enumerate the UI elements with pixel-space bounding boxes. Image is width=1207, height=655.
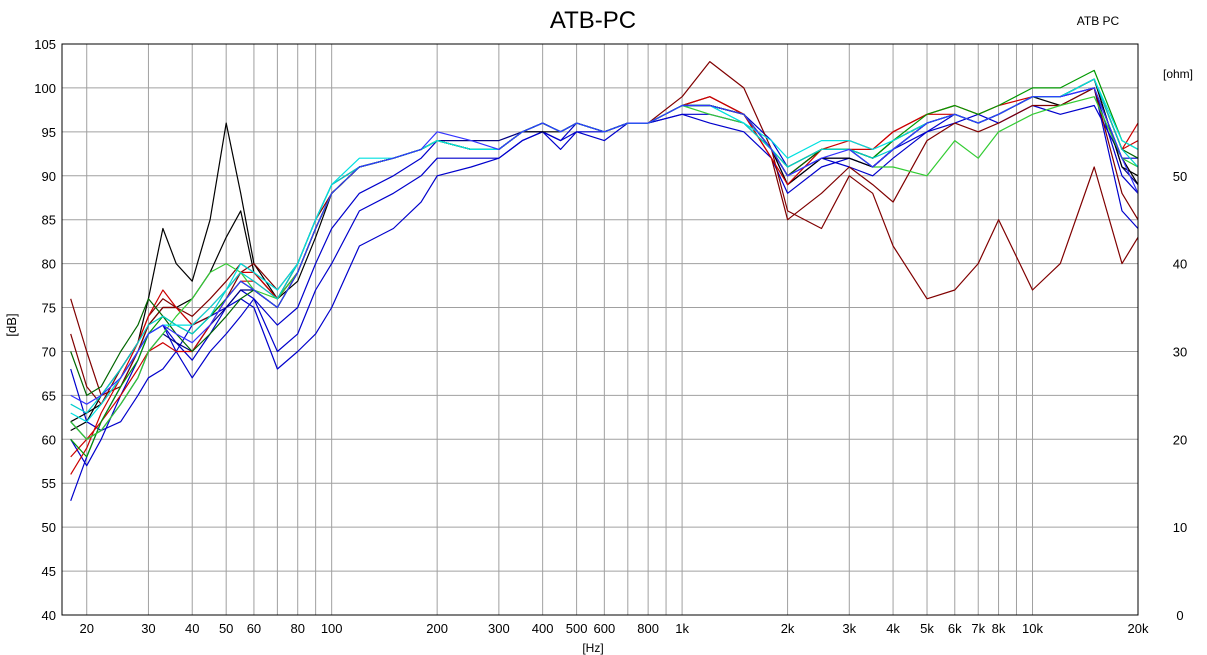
x-tick-label: 500 xyxy=(566,621,588,636)
x-tick-label: 400 xyxy=(532,621,554,636)
y2-tick-label: 20 xyxy=(1173,432,1187,447)
x-tick-label: 300 xyxy=(488,621,510,636)
x-axis-label: [Hz] xyxy=(582,641,603,655)
y2-tick-label: 50 xyxy=(1173,169,1187,184)
y-tick-label: 85 xyxy=(42,213,56,228)
y-tick-label: 80 xyxy=(42,257,56,272)
y-tick-label: 60 xyxy=(42,432,56,447)
x-tick-label: 7k xyxy=(971,621,985,636)
x-tick-label: 8k xyxy=(992,621,1006,636)
x-tick-label: 20k xyxy=(1128,621,1149,636)
x-tick-label: 3k xyxy=(842,621,856,636)
y-tick-label: 55 xyxy=(42,476,56,491)
x-tick-label: 2k xyxy=(781,621,795,636)
x-tick-label: 800 xyxy=(637,621,659,636)
y-tick-label: 70 xyxy=(42,344,56,359)
x-tick-label: 100 xyxy=(321,621,343,636)
x-tick-label: 30 xyxy=(141,621,155,636)
y-tick-label: 105 xyxy=(34,37,56,52)
y2-tick-label: 10 xyxy=(1173,520,1187,535)
y-tick-label: 50 xyxy=(42,520,56,535)
y-tick-labels: 40 45 50 55 60 65 70 75 80 85 90 95 100 105 xyxy=(34,37,56,623)
x-tick-labels: 20 30 40 50 60 80 100 200 300 400 500 600 800 1k 2k 3k 4… xyxy=(79,621,1148,636)
x-tick-label: 5k xyxy=(920,621,934,636)
x-tick-label: 600 xyxy=(593,621,615,636)
x-tick-label: 1k xyxy=(675,621,689,636)
x-tick-label: 20 xyxy=(79,621,93,636)
x-tick-label: 40 xyxy=(185,621,199,636)
y-tick-label: 75 xyxy=(42,301,56,316)
grid xyxy=(62,43,1139,616)
y-tick-label: 65 xyxy=(42,388,56,403)
y2-tick-labels: 0 10 20 30 40 50 xyxy=(1173,169,1187,623)
x-tick-label: 10k xyxy=(1022,621,1043,636)
series-line-16 xyxy=(70,87,1139,405)
y-tick-label: 95 xyxy=(42,125,56,140)
y-tick-label: 100 xyxy=(34,81,56,96)
x-tick-label: 200 xyxy=(426,621,448,636)
y2-tick-label: 0 xyxy=(1176,608,1183,623)
x-tick-label: 50 xyxy=(219,621,233,636)
x-tick-label: 60 xyxy=(247,621,261,636)
y2-axis-label: [ohm] xyxy=(1163,67,1193,81)
y-tick-label: 90 xyxy=(42,169,56,184)
y-tick-label: 45 xyxy=(42,564,56,579)
y-axis-label: [dB] xyxy=(4,313,19,336)
y2-tick-label: 40 xyxy=(1173,257,1187,272)
x-tick-label: 4k xyxy=(886,621,900,636)
plot-frame xyxy=(61,43,1139,616)
series-line-2 xyxy=(70,104,1138,432)
x-tick-label: 80 xyxy=(290,621,304,636)
y-tick-label: 40 xyxy=(42,608,56,623)
y2-tick-label: 30 xyxy=(1173,344,1187,359)
x-tick-label: 6k xyxy=(948,621,962,636)
corner-label: ATB PC xyxy=(1077,14,1120,28)
chart-title: ATB-PC xyxy=(550,7,636,34)
series-group xyxy=(70,60,1139,502)
